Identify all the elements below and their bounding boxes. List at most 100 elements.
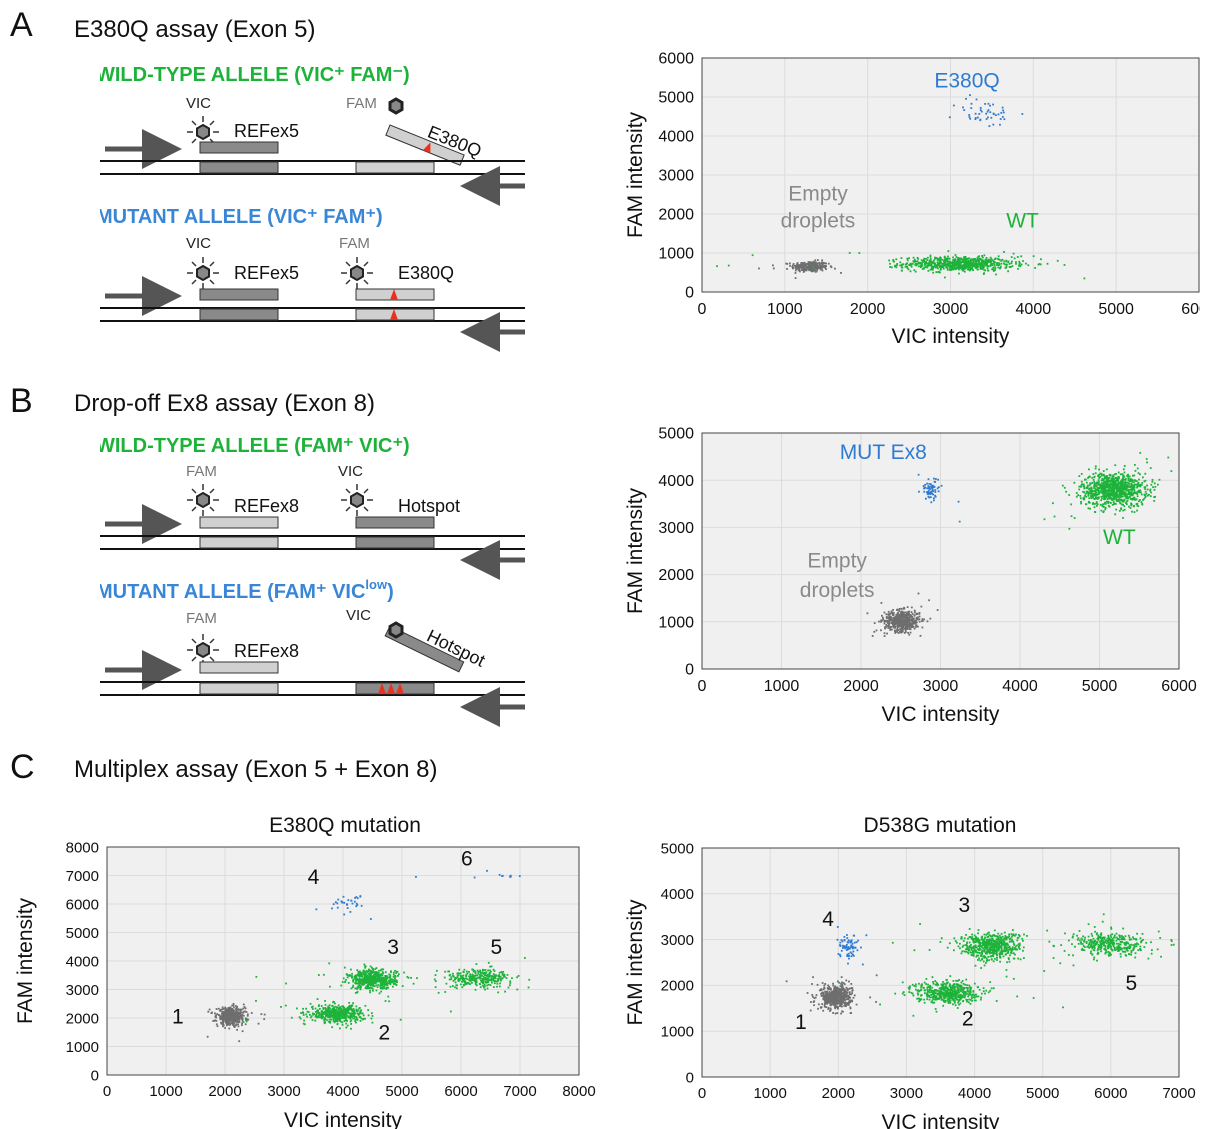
data-point	[239, 1009, 242, 1012]
data-point	[1138, 484, 1141, 487]
data-point	[992, 113, 995, 116]
data-point	[463, 968, 466, 971]
data-point	[1136, 509, 1138, 512]
data-point	[824, 265, 827, 267]
data-point	[336, 906, 339, 909]
data-point	[369, 969, 372, 972]
data-point	[358, 979, 361, 982]
data-point	[792, 264, 794, 267]
data-point	[889, 627, 891, 630]
data-point	[482, 975, 485, 978]
data-point	[937, 486, 940, 489]
data-point	[896, 627, 899, 630]
data-point	[839, 985, 842, 988]
data-point	[926, 262, 929, 265]
data-point	[245, 1019, 248, 1022]
data-point	[241, 1019, 244, 1022]
data-point	[509, 984, 511, 987]
data-point	[1132, 498, 1135, 500]
data-point	[976, 258, 979, 261]
data-point	[1138, 500, 1140, 503]
data-point	[965, 263, 968, 266]
data-point	[1101, 482, 1103, 484]
data-point	[988, 125, 991, 128]
data-point	[392, 975, 395, 978]
data-point	[936, 264, 939, 267]
data-point	[1120, 492, 1123, 495]
data-point	[369, 984, 372, 987]
data-point	[343, 913, 346, 916]
data-point	[326, 1009, 329, 1012]
starburst-icon	[187, 116, 219, 148]
data-point	[967, 264, 970, 267]
data-point	[1115, 495, 1118, 497]
data-point	[922, 267, 925, 270]
data-point	[1120, 495, 1122, 498]
data-point	[498, 971, 501, 974]
data-point	[331, 907, 333, 910]
data-point	[1136, 493, 1139, 495]
data-point	[471, 979, 474, 982]
data-point	[922, 259, 925, 262]
schematic-b-wt-probe2-name: Hotspot	[398, 496, 460, 516]
data-point	[316, 998, 319, 1000]
data-point	[1077, 494, 1080, 496]
data-point	[983, 254, 986, 257]
data-point	[910, 618, 913, 621]
data-point	[240, 1008, 243, 1011]
data-point	[981, 268, 984, 270]
data-point	[1109, 480, 1112, 483]
data-point	[229, 1019, 232, 1022]
data-point	[325, 1010, 327, 1013]
data-point	[371, 966, 373, 969]
data-point	[1092, 478, 1095, 481]
data-point	[238, 1018, 241, 1020]
data-point	[363, 963, 366, 966]
data-point	[981, 265, 984, 268]
data-point	[302, 1012, 305, 1015]
data-point	[236, 1010, 239, 1013]
data-point	[372, 968, 374, 970]
data-point	[986, 264, 988, 267]
data-point	[1107, 504, 1110, 507]
data-point	[335, 1009, 338, 1012]
data-point	[1101, 504, 1104, 507]
data-point	[1103, 487, 1105, 489]
data-point	[812, 260, 815, 263]
data-point	[924, 264, 926, 266]
data-point	[822, 1009, 825, 1012]
data-point	[921, 267, 924, 270]
data-point	[231, 1022, 234, 1025]
data-point	[821, 991, 823, 994]
data-point	[1113, 473, 1116, 476]
data-point	[356, 986, 359, 989]
data-point	[931, 268, 934, 271]
data-point	[1083, 496, 1085, 499]
data-point	[472, 976, 475, 979]
data-point	[980, 263, 983, 266]
data-point	[1084, 494, 1087, 497]
data-point	[1009, 266, 1012, 268]
data-point	[900, 614, 903, 617]
data-point	[974, 117, 977, 119]
data-point	[840, 272, 842, 274]
data-point	[806, 265, 808, 268]
data-point	[343, 966, 346, 969]
data-point	[1123, 471, 1126, 474]
data-point	[334, 1015, 337, 1018]
data-point	[384, 1000, 387, 1002]
data-point	[934, 489, 937, 491]
data-point	[858, 252, 861, 254]
data-point	[955, 256, 958, 258]
data-point	[350, 1019, 353, 1022]
data-point	[356, 973, 359, 976]
data-point	[485, 980, 487, 983]
data-point	[822, 998, 825, 1001]
data-point	[902, 616, 905, 619]
data-point	[997, 266, 1000, 269]
data-point	[908, 623, 911, 626]
data-point	[306, 1010, 309, 1013]
data-point	[385, 980, 388, 983]
data-point	[793, 264, 796, 267]
data-point	[1132, 479, 1134, 482]
